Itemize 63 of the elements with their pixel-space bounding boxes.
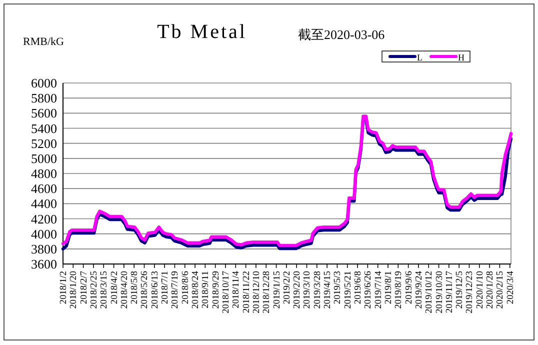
x-tick-label: 2019/4/15 [323,270,334,309]
x-tick-label: 2018/10/17 [222,270,232,314]
legend-label: L [417,52,422,62]
x-tick-label: 2019/1/15 [272,270,282,309]
x-tick-label: 2018/8/6 [180,270,191,304]
x-tick-label: 2019/2/20 [292,270,303,309]
x-tick-label: 2018/6/13 [150,270,160,309]
x-tick-label: 2018/1/20 [69,270,80,309]
x-tick-label: 2018/8/24 [191,270,202,309]
x-tick-label: 2018/2/25 [89,270,100,309]
x-tick-label: 2019/8/1 [384,270,394,304]
x-tick-label: 2019/12/5 [455,270,466,309]
x-tick-label: 2019/6/8 [354,270,364,304]
x-tick-label: 2018/7/19 [170,270,181,309]
x-tick-label: 2018/3/15 [100,270,110,309]
x-tick-label: 2018/11/22 [242,270,252,314]
x-tick-label: 2019/3/10 [302,270,313,309]
x-tick-label: 2018/2/7 [79,270,90,304]
x-tick-label: 2019/11/17 [444,270,455,314]
x-tick-label: 2018/7/1 [160,270,171,304]
x-tick-label: 2018/1/2 [59,270,69,304]
y-tick-label: 6000 [31,76,57,90]
x-tick-label: 2018/12/10 [252,270,262,314]
x-tick-label: 2018/4/20 [120,270,130,309]
x-tick-label: 2018/4/2 [110,270,120,304]
x-tick-label: 2019/7/14 [374,270,384,309]
x-tick-label: 2019/8/19 [394,270,404,309]
y-tick-label: 4600 [31,181,57,196]
y-tick-label: 4800 [31,166,57,181]
x-tick-label: 2020/1/28 [486,270,496,309]
y-tick-label: 5600 [31,106,57,121]
y-tick-label: 4000 [31,226,57,242]
x-tick-label: 2018/11/4 [232,270,242,308]
x-tick-label: 2019/10/12 [424,270,435,314]
y-tick-label: 5000 [31,150,57,166]
x-tick-label: 2019/9/24 [414,270,424,309]
x-tick-label: 2019/5/3 [333,270,344,304]
x-tick-label: 2019/6/26 [364,270,374,309]
y-tick-label: 4400 [31,196,57,212]
x-tick-label: 2018/5/8 [130,270,140,304]
y-tick-label: 5400 [31,120,57,136]
x-tick-label: 2019/10/30 [434,270,445,314]
x-tick-label: 2020/1/10 [475,270,486,309]
x-tick-label: 2019/5/21 [343,270,354,309]
x-tick-label: 2019/12/23 [465,270,476,314]
chart-subtitle: 截至2020-03-06 [298,27,386,42]
y-tick-label: 5200 [31,136,57,151]
legend-label: H [458,52,465,62]
x-tick-label: 2018/12/28 [262,270,272,314]
x-tick-label: 2019/3/28 [312,270,323,309]
x-tick-label: 2018/9/11 [201,270,212,308]
x-tick-label: 2018/9/29 [211,270,222,309]
y-tick-label: 4200 [31,211,57,226]
y-tick-label: 3600 [31,256,57,272]
x-tick-label: 2020/3/4 [506,270,516,304]
y-tick-label: 3800 [31,241,57,256]
x-tick-label: 2019/2/2 [282,270,292,304]
x-tick-label: 2020/2/15 [496,270,506,309]
y-axis-title: RMB/kG [23,36,64,48]
x-tick-label: 2018/5/26 [140,270,150,309]
x-tick-label: 2019/9/6 [404,270,414,304]
y-tick-label: 5800 [31,90,57,106]
chart-title: Tb Metal [157,21,247,43]
